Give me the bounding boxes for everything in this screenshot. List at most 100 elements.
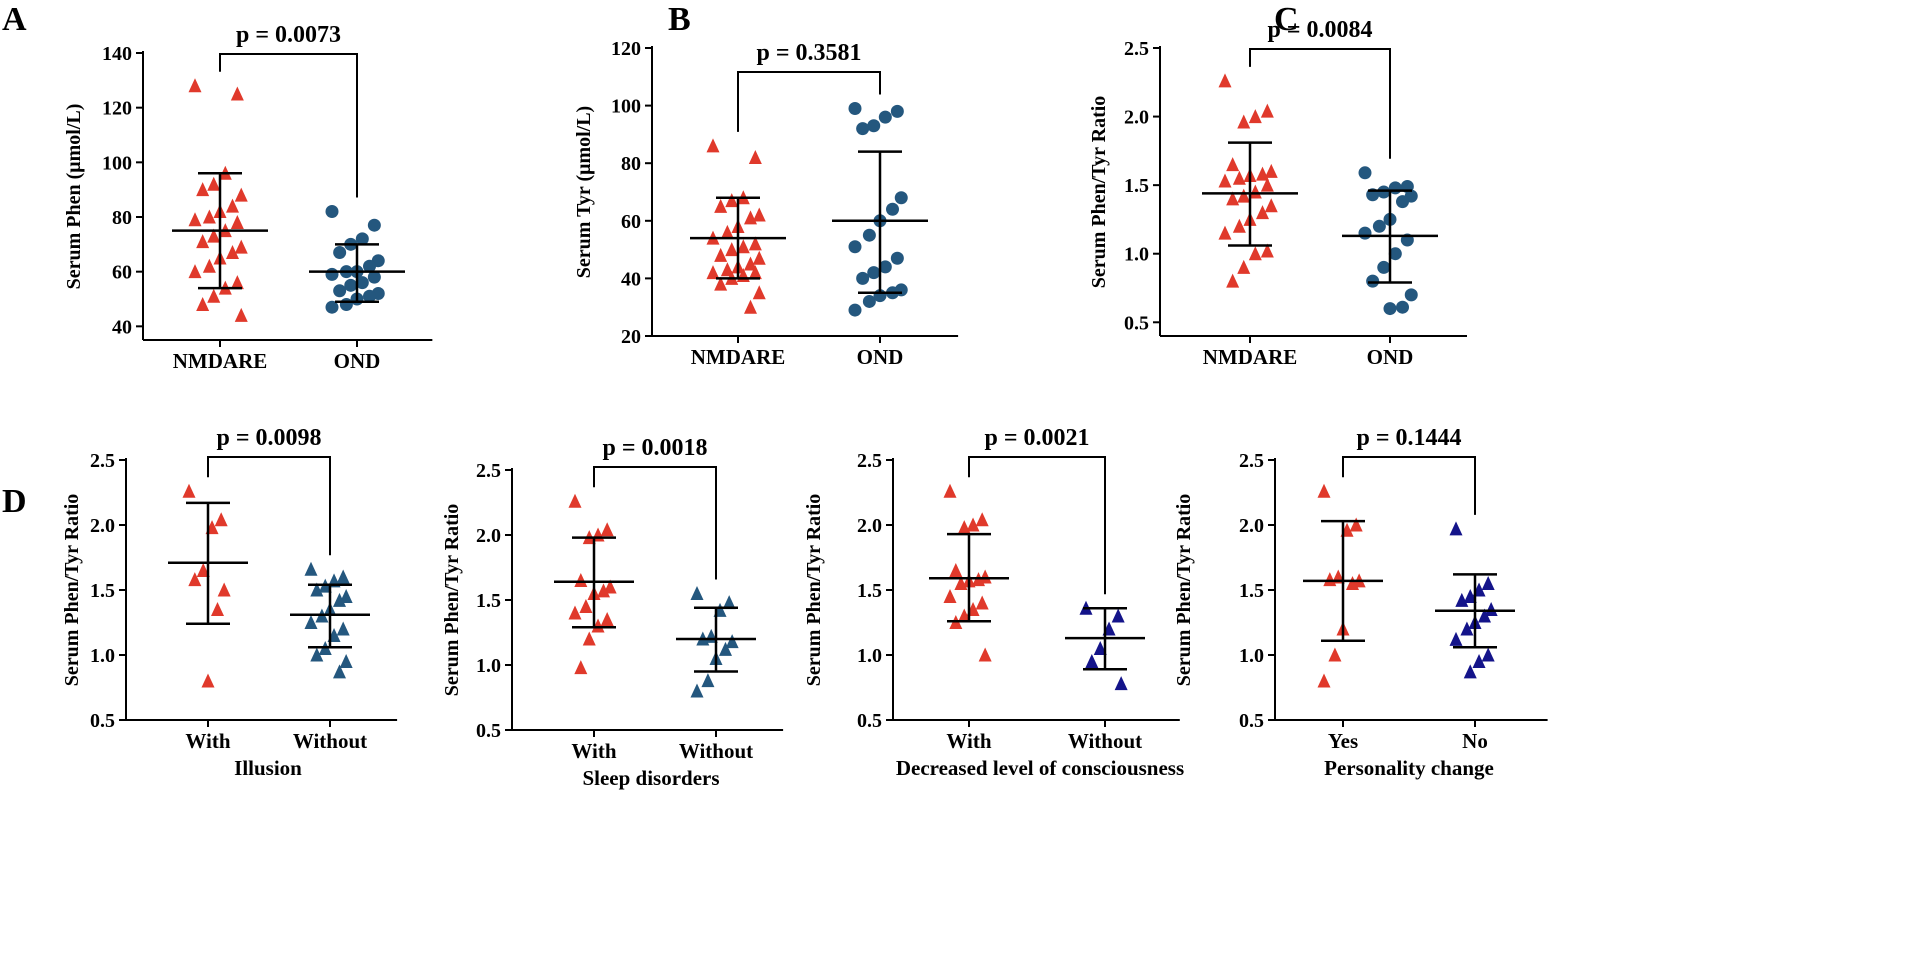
- data-point-with: [591, 618, 605, 633]
- data-point-with: [978, 647, 992, 662]
- data-point-with: [579, 599, 593, 613]
- significance-bracket: [593, 466, 717, 580]
- data-point-nmdare: [230, 275, 244, 290]
- significance-bracket: [1249, 48, 1391, 159]
- data-point-with: [582, 631, 596, 646]
- data-point-nmdare: [1226, 191, 1240, 206]
- significance-bracket: [1342, 456, 1476, 515]
- significance-bracket: [968, 456, 1106, 595]
- data-point-no: [1478, 608, 1491, 623]
- data-point-nmdare: [202, 209, 216, 224]
- y-tick-label: 40: [112, 316, 132, 338]
- data-point-with: [975, 512, 989, 527]
- data-point-nmdare: [744, 299, 757, 314]
- significance-bracket: [219, 53, 358, 198]
- data-point-ond: [367, 218, 381, 232]
- data-point-no: [1449, 631, 1463, 646]
- data-point-nmdare: [1237, 188, 1251, 203]
- data-point-with: [943, 483, 957, 498]
- data-point-ond: [363, 289, 376, 303]
- data-point-yes: [1317, 483, 1331, 498]
- data-point-with: [957, 520, 971, 535]
- data-point-with: [201, 673, 215, 688]
- data-point-with: [943, 589, 957, 603]
- data-point-nmdare: [714, 247, 728, 262]
- category-label: With: [185, 729, 230, 753]
- y-tick-label: 1.0: [857, 645, 882, 667]
- data-point-without: [725, 634, 739, 649]
- data-point-ond: [886, 202, 899, 216]
- data-point-nmdare: [234, 187, 248, 202]
- data-point-without: [1085, 654, 1099, 668]
- y-tick-label: 60: [621, 211, 641, 233]
- data-point-nmdare: [230, 214, 244, 229]
- y-tick-label: 0.5: [857, 710, 882, 732]
- y-tick-label: 1.0: [90, 645, 115, 667]
- data-point-nmdare: [1256, 205, 1269, 220]
- data-point-with: [182, 483, 196, 498]
- data-point-nmdare: [752, 250, 766, 265]
- data-point-nmdare: [234, 239, 248, 254]
- x-axis-title: Personality change: [1324, 756, 1494, 780]
- data-point-ond: [1388, 247, 1402, 261]
- data-point-nmdare: [196, 182, 210, 197]
- data-point-ond: [339, 297, 353, 311]
- data-point-nmdare: [752, 207, 766, 222]
- panel-label-d: D: [2, 483, 27, 520]
- y-tick-label: 1.5: [1239, 580, 1264, 602]
- data-point-nmdare: [706, 138, 720, 153]
- data-point-no: [1460, 621, 1474, 636]
- data-point-without: [1093, 641, 1107, 655]
- data-point-ond: [862, 228, 876, 242]
- data-point-nmdare: [207, 288, 221, 303]
- y-tick-label: 20: [621, 326, 641, 348]
- data-point-ond: [325, 300, 339, 314]
- data-point-nmdare: [725, 242, 739, 257]
- data-point-ond: [1396, 195, 1409, 209]
- data-point-nmdare: [1232, 170, 1246, 185]
- category-label: OND: [1367, 345, 1414, 369]
- data-point-with: [217, 582, 231, 597]
- data-point-ond: [325, 267, 339, 281]
- data-point-ond: [325, 205, 339, 219]
- y-tick-label: 40: [621, 268, 641, 290]
- data-point-nmdare: [207, 228, 221, 243]
- data-point-nmdare: [196, 296, 210, 311]
- data-point-nmdare: [207, 176, 221, 191]
- data-point-without: [336, 621, 350, 636]
- y-tick-label: 2.5: [1124, 38, 1149, 60]
- data-point-no: [1463, 664, 1477, 679]
- y-tick-label: 2.0: [90, 515, 115, 537]
- data-point-with: [966, 517, 980, 532]
- data-point-without: [690, 586, 704, 600]
- data-point-nmdare: [1218, 173, 1232, 188]
- data-point-nmdare: [714, 198, 728, 213]
- chart-d3: 0.5 1.0 1.5 2.0 2.5 With Without Serum Phen/Tyr…: [803, 425, 1184, 780]
- data-point-nmdare: [1232, 218, 1246, 233]
- data-point-nmdare: [748, 265, 762, 280]
- data-point-nmdare: [1248, 109, 1262, 124]
- data-point-nmdare: [720, 224, 734, 239]
- y-tick-label: 2.5: [476, 460, 501, 482]
- y-axis-title: Serum Phen/Tyr Ratio: [61, 494, 83, 687]
- data-point-nmdare: [1218, 225, 1232, 240]
- y-tick-label: 1.0: [476, 655, 501, 677]
- p-value-label: p = 0.3581: [756, 40, 861, 66]
- x-axis-title: Illusion: [234, 756, 302, 780]
- y-axis-title: Serum Phen/Tyr Ratio: [803, 494, 825, 687]
- category-label: Without: [1068, 729, 1142, 753]
- chart-a: 40 60 80 100 120 140 NMDARE OND Serum Phen (μmol…: [63, 22, 433, 373]
- data-point-with: [574, 660, 588, 675]
- data-point-ond: [355, 276, 369, 290]
- data-point-yes: [1328, 647, 1342, 662]
- data-point-ond: [333, 284, 347, 298]
- y-tick-label: 2.5: [90, 450, 115, 472]
- data-point-no: [1481, 576, 1495, 590]
- data-point-ond: [894, 191, 908, 205]
- y-tick-label: 0.5: [90, 710, 115, 732]
- data-point-nmdare: [725, 193, 739, 208]
- x-axis-title: Sleep disorders: [582, 766, 719, 790]
- data-point-yes: [1346, 576, 1359, 590]
- y-tick-label: 1.5: [476, 590, 501, 612]
